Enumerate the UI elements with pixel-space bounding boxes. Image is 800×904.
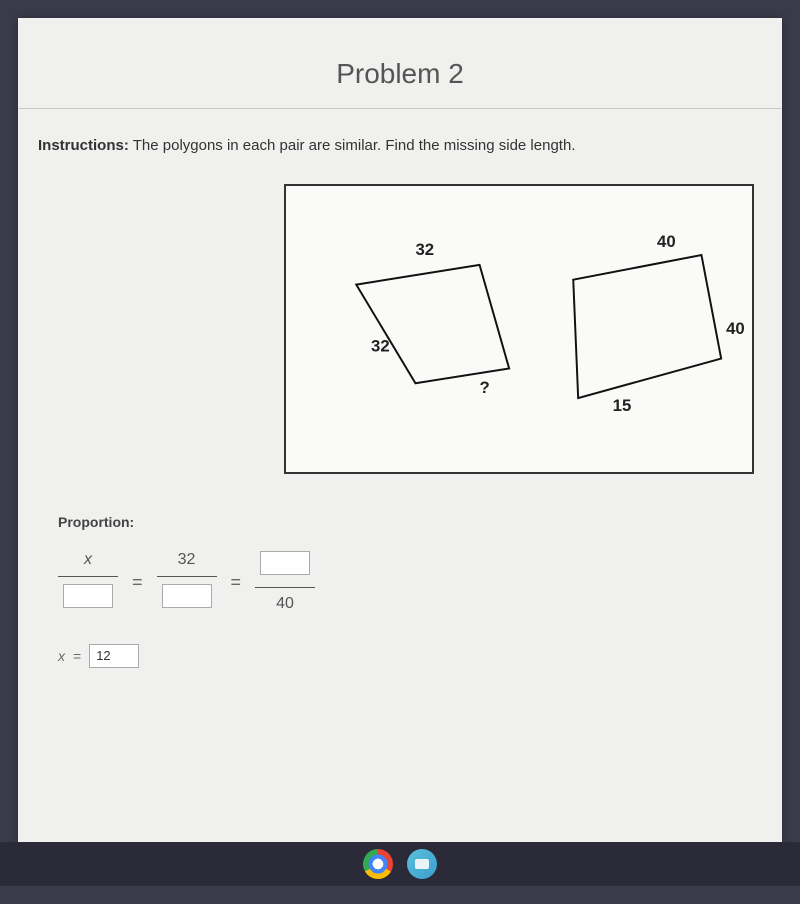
frac-bar [255,587,315,588]
polyB-label-bottom: 15 [613,396,632,415]
taskbar [0,842,800,886]
polygon-b [573,255,721,398]
frac2-den-input[interactable] [162,584,212,608]
frac-bar [157,576,217,577]
proportion-block: Proportion: x = 32 = 40 x = 12 [18,474,782,668]
polyA-label-left: 32 [371,337,390,356]
fraction-1: x [58,548,118,616]
problem-title: Problem 2 [18,58,782,90]
frac3-num-input[interactable] [260,551,310,575]
proportion-equation: x = 32 = 40 [58,548,782,616]
polyA-label-bottom: ? [480,378,490,397]
problem-header: Problem 2 [18,18,782,109]
polyB-label-right: 40 [726,319,745,338]
figure-svg: 32 32 ? 40 40 15 [286,186,752,472]
frac2-num: 32 [167,548,207,572]
polygon-a [356,265,509,383]
frac-bar [58,576,118,577]
answer-eq: = [73,648,81,664]
figure-box: 32 32 ? 40 40 15 [284,184,754,474]
answer-input[interactable]: 12 [89,644,139,668]
figure-wrap: 32 32 ? 40 40 15 [18,154,782,474]
equals-1: = [132,572,143,593]
instructions-text: The polygons in each pair are similar. F… [129,137,576,154]
frac3-den: 40 [265,592,305,616]
frac1-num: x [68,548,108,572]
instructions-label: Instructions: [38,137,129,154]
screen-area: Problem 2 Instructions: The polygons in … [18,18,782,848]
fraction-3: 40 [255,548,315,616]
polyB-label-top: 40 [657,232,676,251]
proportion-label: Proportion: [58,514,782,530]
frac1-den-input[interactable] [63,584,113,608]
answer-var: x [58,648,65,664]
instructions-row: Instructions: The polygons in each pair … [18,109,782,154]
fraction-2: 32 [157,548,217,616]
polyA-label-top: 32 [415,240,434,259]
equals-2: = [231,572,242,593]
files-icon[interactable] [407,849,437,879]
answer-row: x = 12 [58,644,782,668]
chrome-icon[interactable] [363,849,393,879]
